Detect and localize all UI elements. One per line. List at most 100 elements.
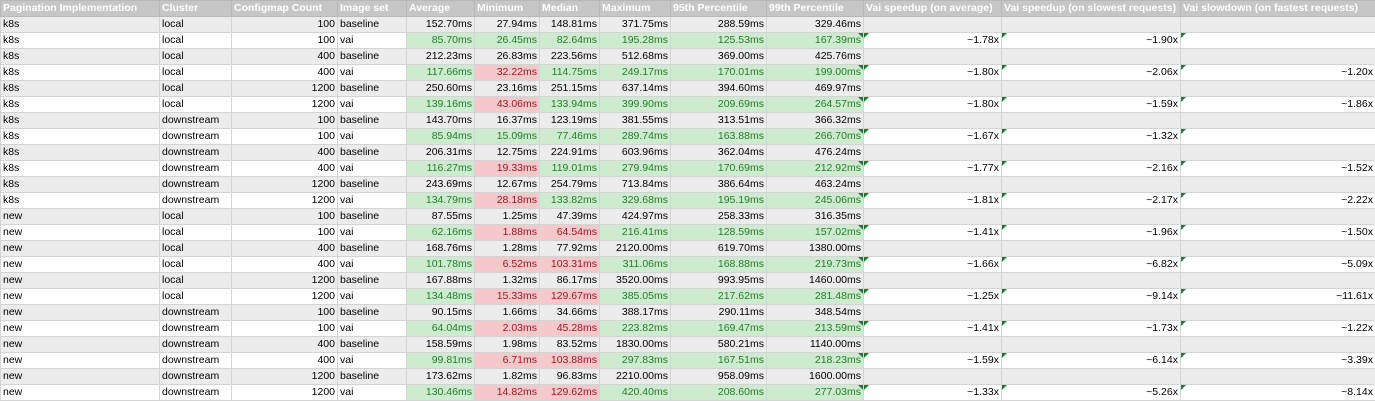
cell-p99[interactable]: 157.02ms: [766, 224, 864, 241]
cell-speedup-average[interactable]: [863, 304, 1002, 321]
cell-speedup-average[interactable]: [863, 208, 1002, 225]
cell-speedup-slowest[interactable]: [1001, 144, 1181, 161]
cell-speedup-slowest[interactable]: ~2.16x: [1001, 160, 1181, 177]
cell-slowdown-fastest[interactable]: [1180, 128, 1375, 145]
cell-speedup-average[interactable]: ~1.80x: [863, 96, 1002, 113]
cell-maximum[interactable]: 713.84ms: [599, 176, 671, 193]
cell-slowdown-fastest[interactable]: ~1.20x: [1180, 64, 1375, 81]
header-cluster[interactable]: Cluster: [159, 0, 232, 17]
cell-speedup-slowest[interactable]: [1001, 304, 1181, 321]
cell-image-set[interactable]: vai: [337, 256, 407, 273]
cell-average[interactable]: 101.78ms: [406, 256, 475, 273]
cell-average[interactable]: 90.15ms: [406, 304, 475, 321]
cell-image-set[interactable]: baseline: [337, 112, 407, 129]
cell-cluster[interactable]: local: [159, 96, 232, 113]
cell-minimum[interactable]: 32.22ms: [474, 64, 540, 81]
cell-cluster[interactable]: downstream: [159, 320, 232, 337]
header-pagination-implementation[interactable]: Pagination Implementation: [0, 0, 160, 17]
cell-speedup-slowest[interactable]: [1001, 272, 1181, 289]
cell-maximum[interactable]: 2210.00ms: [599, 368, 671, 385]
cell-speedup-slowest[interactable]: [1001, 48, 1181, 65]
cell-p95[interactable]: 369.00ms: [670, 48, 767, 65]
cell-image-set[interactable]: baseline: [337, 176, 407, 193]
cell-pagination[interactable]: new: [0, 384, 160, 401]
cell-speedup-slowest[interactable]: ~5.26x: [1001, 384, 1181, 401]
cell-median[interactable]: 133.82ms: [539, 192, 600, 209]
cell-median[interactable]: 224.91ms: [539, 144, 600, 161]
cell-image-set[interactable]: vai: [337, 224, 407, 241]
cell-pagination[interactable]: k8s: [0, 128, 160, 145]
cell-slowdown-fastest[interactable]: [1180, 80, 1375, 97]
cell-cluster[interactable]: downstream: [159, 368, 232, 385]
cell-speedup-slowest[interactable]: ~2.17x: [1001, 192, 1181, 209]
cell-pagination[interactable]: new: [0, 320, 160, 337]
cell-p99[interactable]: 469.97ms: [766, 80, 864, 97]
cell-median[interactable]: 123.19ms: [539, 112, 600, 129]
cell-speedup-average[interactable]: [863, 336, 1002, 353]
header-median[interactable]: Median: [539, 0, 600, 17]
cell-maximum[interactable]: 289.74ms: [599, 128, 671, 145]
cell-median[interactable]: 82.64ms: [539, 32, 600, 49]
cell-p99[interactable]: 167.39ms: [766, 32, 864, 49]
cell-cluster[interactable]: local: [159, 240, 232, 257]
cell-pagination[interactable]: new: [0, 368, 160, 385]
cell-configmap-count[interactable]: 400: [231, 256, 338, 273]
cell-speedup-slowest[interactable]: ~9.14x: [1001, 288, 1181, 305]
cell-p99[interactable]: 277.03ms: [766, 384, 864, 401]
cell-maximum[interactable]: 388.17ms: [599, 304, 671, 321]
header-vai-speedup-slowest[interactable]: Vai speedup (on slowest requests): [1001, 0, 1181, 17]
cell-average[interactable]: 130.46ms: [406, 384, 475, 401]
cell-average[interactable]: 87.55ms: [406, 208, 475, 225]
cell-p99[interactable]: 366.32ms: [766, 112, 864, 129]
cell-pagination[interactable]: new: [0, 208, 160, 225]
cell-median[interactable]: 254.79ms: [539, 176, 600, 193]
cell-pagination[interactable]: k8s: [0, 144, 160, 161]
cell-speedup-slowest[interactable]: [1001, 208, 1181, 225]
cell-cluster[interactable]: local: [159, 16, 232, 33]
cell-image-set[interactable]: baseline: [337, 240, 407, 257]
cell-minimum[interactable]: 19.33ms: [474, 160, 540, 177]
cell-speedup-average[interactable]: [863, 240, 1002, 257]
cell-cluster[interactable]: local: [159, 64, 232, 81]
cell-cluster[interactable]: local: [159, 80, 232, 97]
cell-maximum[interactable]: 399.90ms: [599, 96, 671, 113]
cell-speedup-slowest[interactable]: ~2.06x: [1001, 64, 1181, 81]
cell-p95[interactable]: 169.47ms: [670, 320, 767, 337]
cell-slowdown-fastest[interactable]: ~3.39x: [1180, 352, 1375, 369]
cell-image-set[interactable]: vai: [337, 160, 407, 177]
cell-p99[interactable]: 348.54ms: [766, 304, 864, 321]
cell-pagination[interactable]: k8s: [0, 80, 160, 97]
cell-minimum[interactable]: 15.09ms: [474, 128, 540, 145]
cell-speedup-average[interactable]: ~1.67x: [863, 128, 1002, 145]
cell-minimum[interactable]: 26.83ms: [474, 48, 540, 65]
cell-pagination[interactable]: k8s: [0, 96, 160, 113]
cell-configmap-count[interactable]: 100: [231, 224, 338, 241]
cell-minimum[interactable]: 1.32ms: [474, 272, 540, 289]
cell-cluster[interactable]: downstream: [159, 176, 232, 193]
cell-maximum[interactable]: 371.75ms: [599, 16, 671, 33]
cell-slowdown-fastest[interactable]: [1180, 240, 1375, 257]
cell-minimum[interactable]: 2.03ms: [474, 320, 540, 337]
cell-average[interactable]: 212.23ms: [406, 48, 475, 65]
cell-maximum[interactable]: 381.55ms: [599, 112, 671, 129]
cell-pagination[interactable]: k8s: [0, 176, 160, 193]
cell-maximum[interactable]: 279.94ms: [599, 160, 671, 177]
cell-slowdown-fastest[interactable]: ~8.14x: [1180, 384, 1375, 401]
cell-minimum[interactable]: 6.71ms: [474, 352, 540, 369]
cell-slowdown-fastest[interactable]: ~1.50x: [1180, 224, 1375, 241]
cell-image-set[interactable]: baseline: [337, 16, 407, 33]
cell-median[interactable]: 133.94ms: [539, 96, 600, 113]
cell-p99[interactable]: 1600.00ms: [766, 368, 864, 385]
cell-average[interactable]: 85.94ms: [406, 128, 475, 145]
cell-minimum[interactable]: 43.06ms: [474, 96, 540, 113]
cell-cluster[interactable]: downstream: [159, 128, 232, 145]
cell-pagination[interactable]: k8s: [0, 16, 160, 33]
cell-median[interactable]: 47.39ms: [539, 208, 600, 225]
cell-speedup-average[interactable]: [863, 368, 1002, 385]
cell-slowdown-fastest[interactable]: ~11.61x: [1180, 288, 1375, 305]
cell-configmap-count[interactable]: 100: [231, 304, 338, 321]
cell-cluster[interactable]: local: [159, 224, 232, 241]
cell-maximum[interactable]: 2120.00ms: [599, 240, 671, 257]
cell-pagination[interactable]: k8s: [0, 64, 160, 81]
cell-minimum[interactable]: 1.98ms: [474, 336, 540, 353]
